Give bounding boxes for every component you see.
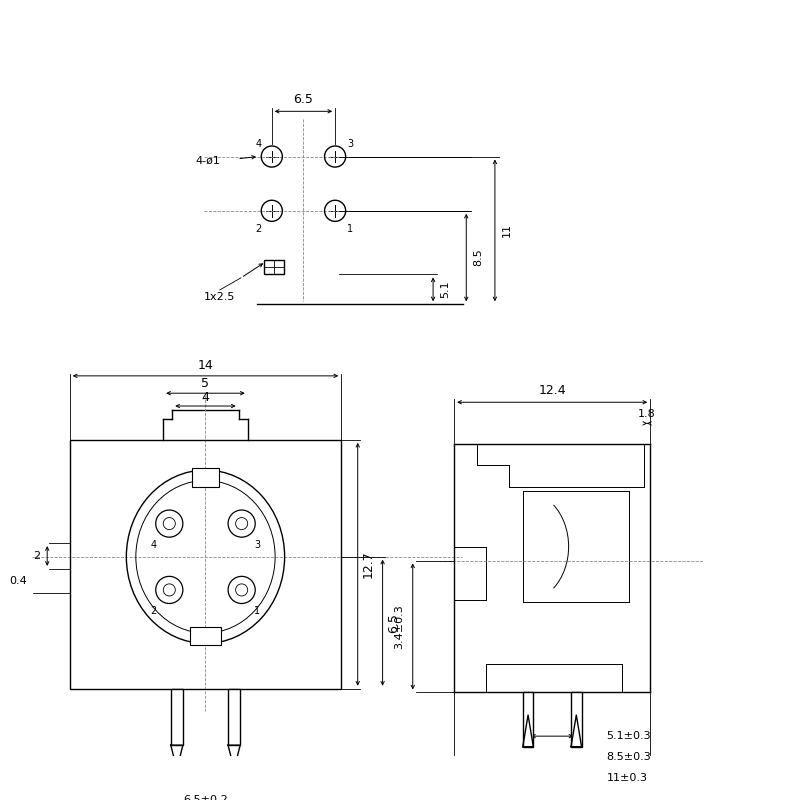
- Text: 5: 5: [202, 377, 210, 390]
- Text: 0.4: 0.4: [10, 576, 27, 586]
- Bar: [228, 689, 240, 745]
- Text: 3: 3: [254, 540, 261, 550]
- Text: 4-ø1: 4-ø1: [195, 155, 220, 166]
- Text: 1x2.5: 1x2.5: [204, 293, 235, 302]
- Text: 2: 2: [150, 606, 157, 616]
- Text: 5.1: 5.1: [440, 281, 450, 298]
- Bar: [171, 689, 183, 745]
- Text: 14: 14: [198, 359, 214, 372]
- Bar: [264, 260, 284, 274]
- Text: 2: 2: [33, 551, 40, 561]
- Text: 8.5±0.3: 8.5±0.3: [606, 752, 651, 762]
- Polygon shape: [571, 715, 582, 746]
- Text: 3: 3: [347, 138, 354, 149]
- Text: 1: 1: [347, 224, 354, 234]
- Text: 11: 11: [502, 223, 512, 238]
- Bar: [571, 693, 582, 746]
- Text: 4: 4: [150, 540, 157, 550]
- Text: 6.5±0.2: 6.5±0.2: [183, 795, 228, 800]
- Text: 4: 4: [255, 138, 262, 149]
- Text: 1: 1: [254, 606, 261, 616]
- Bar: [190, 627, 221, 645]
- Text: 3.4±0.3: 3.4±0.3: [394, 604, 404, 649]
- Text: 4: 4: [202, 391, 210, 404]
- Polygon shape: [171, 745, 183, 770]
- Bar: [70, 440, 341, 689]
- Text: 6.5: 6.5: [386, 613, 400, 633]
- Text: 1.8: 1.8: [638, 410, 656, 419]
- Text: 12.4: 12.4: [538, 385, 566, 398]
- Bar: [192, 469, 219, 486]
- Text: 6.5: 6.5: [294, 93, 314, 106]
- Text: 11±0.3: 11±0.3: [606, 774, 647, 783]
- Text: 2: 2: [255, 224, 262, 234]
- Polygon shape: [522, 715, 534, 746]
- Text: 5.1±0.3: 5.1±0.3: [606, 731, 651, 741]
- Text: 12.7: 12.7: [362, 550, 374, 578]
- Bar: [522, 693, 534, 746]
- Text: 8.5: 8.5: [474, 249, 483, 266]
- Polygon shape: [228, 745, 240, 770]
